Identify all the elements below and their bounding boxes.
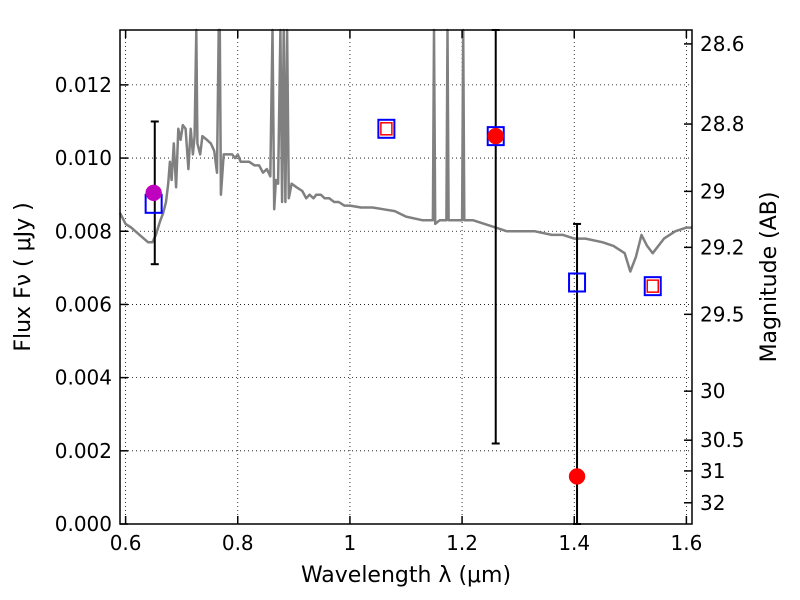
right-axis-ticks: 28.6 28.8 29 29.2 29.5 30 30.5 31 32	[684, 32, 745, 515]
x-tick-label: 1	[344, 531, 357, 555]
plot-frame	[119, 29, 693, 525]
observed-point	[145, 184, 162, 202]
blue-square-marker	[643, 276, 662, 297]
observed-points	[145, 127, 586, 485]
x-tick-label: 1.4	[558, 531, 590, 555]
y-axis-ticks: 0.000 0.002 0.004 0.006 0.008 0.010 0.012	[55, 73, 128, 536]
red-squares	[380, 122, 659, 293]
red-square-marker	[380, 122, 393, 136]
y-tick-label: 0.010	[55, 146, 112, 170]
right-tick-label: 29.5	[700, 302, 745, 326]
red-square-marker	[646, 279, 659, 293]
y-tick-label: 0.000	[55, 512, 112, 536]
right-tick-label: 32	[700, 491, 725, 515]
blue-squares	[144, 118, 662, 297]
grid	[120, 30, 692, 525]
right-tick-label: 30.5	[700, 428, 745, 452]
x-tick-label: 0.8	[222, 531, 254, 555]
x-axis-ticks: 0.6 0.8 1 1.2 1.4 1.6	[110, 30, 702, 555]
blue-square-marker	[377, 118, 396, 139]
y-tick-label: 0.012	[55, 73, 112, 97]
right-tick-label: 29.2	[700, 235, 745, 259]
right-tick-label: 28.6	[700, 32, 745, 56]
right-tick-label: 29	[700, 179, 725, 203]
right-axis-label: Magnitude (AB)	[757, 192, 782, 363]
x-axis-label: Wavelength λ (μm)	[301, 563, 511, 588]
right-tick-label: 28.8	[700, 112, 745, 136]
x-tick-label: 1.6	[670, 531, 702, 555]
y-tick-label: 0.004	[55, 366, 112, 390]
y-tick-label: 0.002	[55, 439, 112, 463]
x-tick-label: 1.2	[446, 531, 478, 555]
error-bars	[150, 29, 582, 525]
observed-point	[487, 127, 504, 145]
blue-square-marker	[568, 272, 587, 293]
right-tick-label: 30	[700, 379, 725, 403]
y-tick-label: 0.006	[55, 292, 112, 316]
x-tick-label: 0.6	[110, 531, 142, 555]
observed-point	[568, 468, 586, 485]
spectrum-line	[118, 28, 692, 273]
model-spectrum	[118, 28, 692, 273]
y-axis-label: Flux Fν ( μJy )	[11, 202, 36, 351]
y-tick-label: 0.008	[55, 219, 112, 243]
right-tick-label: 31	[700, 459, 725, 483]
